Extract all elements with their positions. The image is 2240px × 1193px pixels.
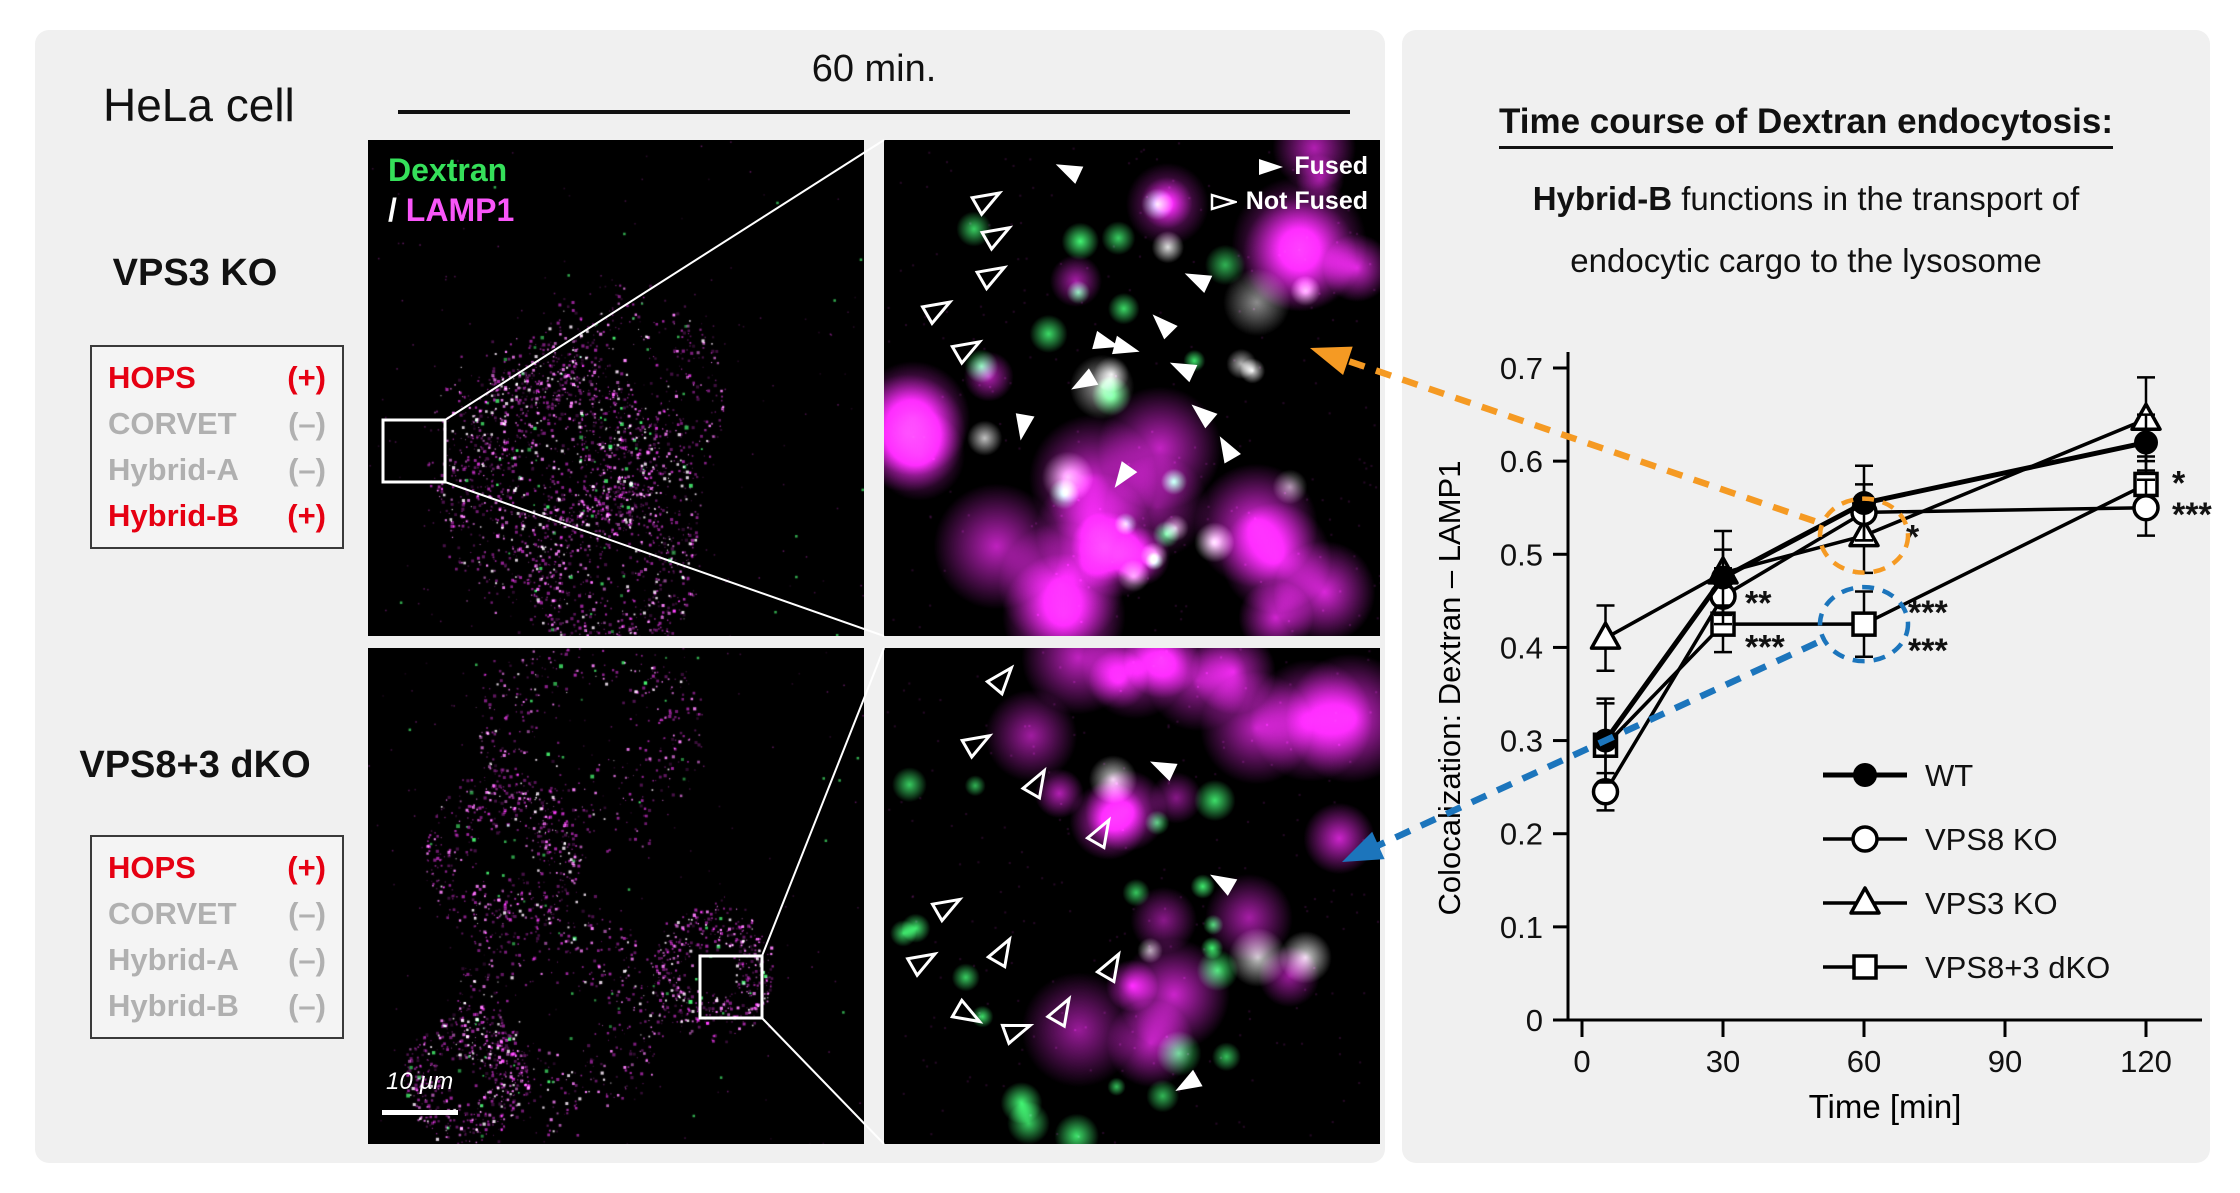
arrowhead-overlay — [905, 664, 1238, 1091]
fused-arrowhead — [1092, 330, 1120, 350]
not-fused-arrowhead — [985, 935, 1012, 969]
fused-arrowhead — [1169, 362, 1198, 383]
not-fused-arrowhead — [905, 951, 939, 978]
fused-arrowhead — [1152, 314, 1178, 340]
not-fused-arrowhead — [920, 299, 954, 326]
fused-arrowhead — [1175, 1069, 1203, 1091]
fusion-legend: Fused Not Fused — [1209, 152, 1368, 216]
complex-row-hybrid-b: Hybrid-B (–) — [108, 988, 326, 1023]
not-fused-legend-row: Not Fused — [1209, 187, 1368, 216]
chart-subtitle-line1: Hybrid-B functions in the transport of — [1532, 180, 2080, 217]
not-fused-arrowhead — [1045, 995, 1072, 1029]
complex-row-hops: HOPS (+) — [108, 850, 326, 885]
fused-legend-row: Fused — [1257, 152, 1368, 181]
not-fused-arrowhead — [974, 265, 1009, 292]
fused-arrowhead — [1015, 413, 1035, 441]
not-fused-arrowhead — [979, 225, 1014, 252]
complex-row-hybrid-b: Hybrid-B (+) — [108, 498, 326, 533]
complex-status-box-vps8-3-dko: HOPS (+) CORVET (–) Hybrid-A (–) Hybrid-B (–) — [90, 835, 344, 1039]
timepoint-label: 60 min. — [811, 48, 937, 90]
not-fused-arrowhead-icon — [1210, 192, 1237, 211]
chart-subtitle-line2: endocytic cargo to the lysosome — [1570, 242, 2042, 279]
fused-arrowhead — [1055, 164, 1084, 184]
cell-line-label: HeLa cell — [103, 79, 295, 131]
not-fused-arrowhead — [949, 339, 984, 366]
not-fused-arrowhead — [959, 733, 994, 760]
complex-row-hops: HOPS (+) — [108, 360, 326, 395]
complex-row-corvet: CORVET (–) — [108, 406, 326, 441]
not-fused-arrowhead — [1084, 816, 1111, 850]
not-fused-arrowhead — [1000, 1023, 1035, 1046]
fused-arrowhead — [1184, 273, 1213, 293]
micrograph-canvas — [884, 648, 1380, 1144]
dextran-channel-label: Dextran — [388, 152, 508, 188]
fused-arrowhead — [1149, 761, 1178, 782]
chart-title: Time course of Dextran endocytosis: — [1402, 102, 2210, 149]
arrowhead-overlay — [920, 164, 1241, 488]
condition-label-vps8-3-dko: VPS8+3 dKO — [79, 744, 311, 786]
complex-row-corvet: CORVET (–) — [108, 896, 326, 931]
complex-row-hybrid-a: Hybrid-A (–) — [108, 452, 326, 487]
not-fused-arrowhead — [969, 190, 1004, 217]
condition-label-vps3ko: VPS3 KO — [112, 252, 278, 294]
chart-panel: Time course of Dextran endocytosis: Hybr… — [1402, 30, 2210, 1163]
lamp1-channel-label: / LAMP1 — [388, 192, 515, 228]
complex-row-hybrid-a: Hybrid-A (–) — [108, 942, 326, 977]
not-fused-arrowhead — [949, 997, 984, 1024]
micrograph-vps3ko-overview: Dextran / LAMP1 — [368, 140, 864, 636]
scale-bar-label: 10 µm — [386, 1068, 454, 1095]
fused-arrowhead-icon — [1259, 158, 1284, 175]
fused-arrowhead — [1112, 335, 1140, 355]
microscopy-panel: HeLa cell 60 min. VPS3 KO HOPS (+) CORVET(… — [35, 30, 1385, 1163]
micrograph-vps3ko-zoom: Fused Not Fused — [884, 140, 1380, 636]
micrograph-canvas — [884, 140, 1380, 636]
not-fused-arrowhead — [1094, 950, 1121, 984]
fused-arrowhead — [1219, 436, 1241, 464]
micrograph-dko-zoom — [884, 648, 1380, 1144]
micrograph-dko-overview: 10 µm — [368, 648, 864, 1144]
not-fused-arrowhead — [984, 664, 1015, 697]
scale-bar — [382, 1110, 458, 1115]
not-fused-arrowhead — [930, 897, 964, 924]
complex-status-box-vps3ko: HOPS (+) CORVET (–) Hybrid-A (–) Hybrid-B (+) — [90, 345, 344, 549]
fused-arrowhead — [1210, 874, 1238, 896]
fused-arrowhead — [1071, 368, 1099, 390]
not-fused-arrowhead — [1020, 766, 1047, 801]
fused-arrowhead — [1114, 461, 1138, 488]
timepoint-underline — [398, 110, 1350, 114]
fused-arrowhead — [1191, 404, 1218, 429]
